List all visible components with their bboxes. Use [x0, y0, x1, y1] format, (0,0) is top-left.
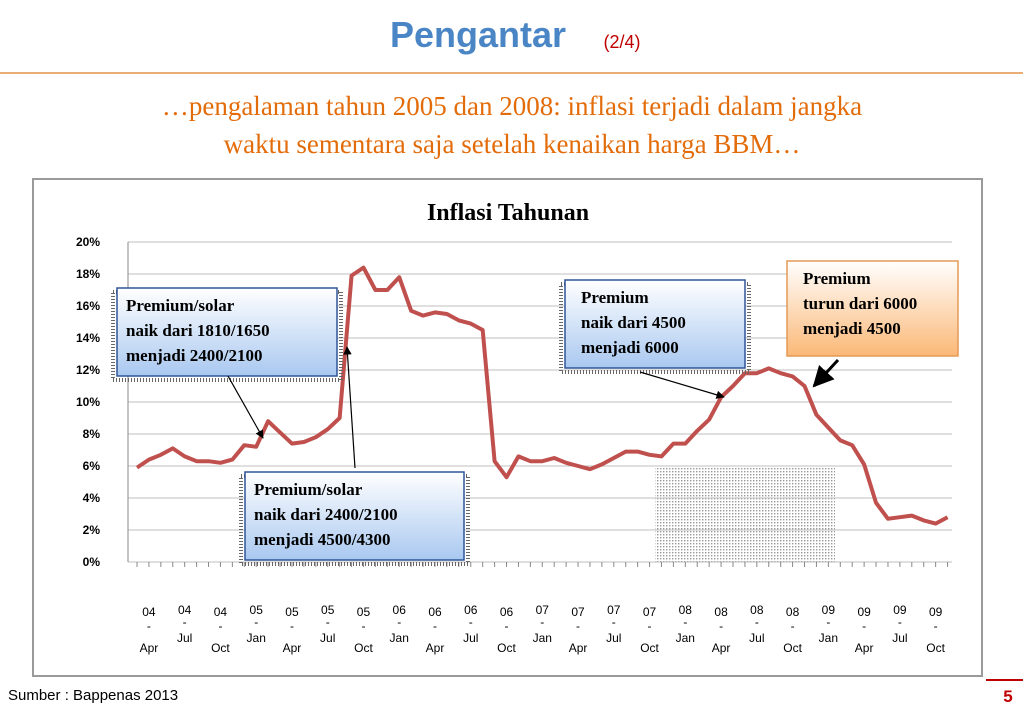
callout-text: naik dari 4500 — [581, 313, 686, 332]
callout-text: naik dari 1810/1650 — [126, 321, 270, 340]
callout-arrow — [812, 358, 840, 388]
y-tick-label: 8% — [83, 427, 101, 441]
y-tick-label: 2% — [83, 523, 101, 537]
x-tick-label: 05 -Jan — [247, 603, 266, 645]
x-tick-label: 07 -Jan — [533, 603, 552, 645]
x-tick-label: 09 -Oct — [926, 605, 945, 655]
x-tick-label: 08 -Jan — [676, 603, 695, 645]
source: Sumber : Bappenas 2013 — [8, 687, 178, 704]
x-tick-label: 09 -Jan — [819, 603, 838, 645]
callout-text: Premium — [803, 269, 871, 288]
y-tick-label: 20% — [76, 235, 100, 249]
x-tick-label: 06 -Apr — [426, 605, 445, 655]
callout-arrow — [639, 371, 725, 399]
x-tick-label: 06 -Oct — [497, 605, 516, 655]
x-tick-label: 04 -Jul — [177, 603, 192, 645]
x-tick-label: 09 -Apr — [855, 605, 874, 655]
callout-arrow — [227, 375, 264, 439]
y-tick-label: 14% — [76, 331, 100, 345]
slide-title: Pengantar — [390, 14, 566, 55]
callout-text: Premium/solar — [126, 296, 235, 315]
x-tick-label: 07 -Oct — [640, 605, 659, 655]
callout-box — [116, 287, 338, 377]
callout-text: menjadi 2400/2100 — [126, 346, 262, 365]
subtitle: waktu sementara saja setelah kenaikan ha… — [224, 129, 801, 159]
x-tick-label: 04 -Oct — [211, 605, 230, 655]
x-tick-label: 08 -Apr — [712, 605, 731, 655]
callout-text: menjadi 4500 — [803, 319, 901, 338]
chart-frame — [32, 178, 983, 677]
y-tick-label: 18% — [76, 267, 100, 281]
series-line — [135, 265, 949, 526]
chart-title: Inflasi Tahunan — [427, 200, 589, 226]
y-tick-label: 6% — [83, 459, 101, 473]
x-tick-label: 09 -Jul — [892, 603, 907, 645]
y-tick-label: 16% — [76, 299, 100, 313]
slide-part: (2/4) — [603, 32, 640, 52]
callout-text: naik dari 2400/2100 — [254, 505, 398, 524]
x-tick-label: 05 -Oct — [354, 605, 373, 655]
callout-box — [564, 279, 746, 369]
callout-text: Premium/solar — [254, 480, 363, 499]
x-tick-label: 04 -Apr — [140, 605, 159, 655]
callout-text: menjadi 6000 — [581, 338, 679, 357]
y-tick-label: 12% — [76, 363, 100, 377]
x-tick-label: 08 -Oct — [783, 605, 802, 655]
x-tick-label: 06 -Jan — [390, 603, 409, 645]
y-tick-label: 0% — [83, 555, 101, 569]
callout-shadow — [239, 474, 470, 566]
x-tick-label: 05 -Apr — [283, 605, 302, 655]
callout-box — [244, 471, 465, 561]
x-tick-label: 07 -Apr — [569, 605, 588, 655]
x-tick-label: 07 -Jul — [606, 603, 621, 645]
x-tick-label: 06 -Jul — [463, 603, 478, 645]
subtitle: …pengalaman tahun 2005 dan 2008: inflasi… — [162, 91, 862, 121]
callout-arrow — [343, 346, 356, 469]
x-tick-label: 05 -Jul — [320, 603, 335, 645]
page-number: 5 — [1003, 687, 1012, 706]
callout-text: turun dari 6000 — [803, 294, 917, 313]
y-tick-label: 10% — [76, 395, 100, 409]
shade-region — [655, 468, 835, 562]
x-tick-label: 08 -Jul — [749, 603, 764, 645]
callout-box — [786, 260, 959, 357]
callout-text: menjadi 4500/4300 — [254, 530, 390, 549]
callout-text: Premium — [581, 288, 649, 307]
y-tick-label: 4% — [83, 491, 101, 505]
